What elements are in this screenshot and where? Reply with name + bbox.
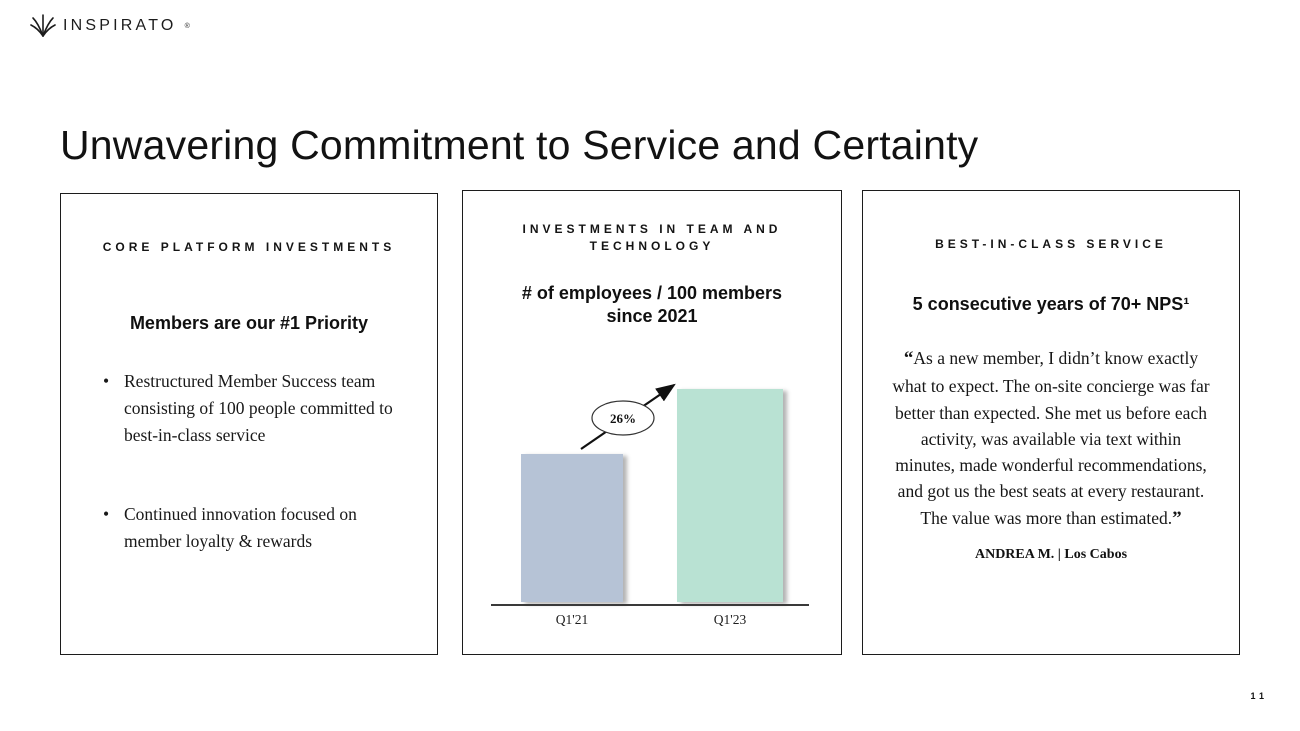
panel-header: INVESTMENTS IN TEAM AND TECHNOLOGY bbox=[522, 222, 782, 254]
member-quote: “As a new member, I didn’t know exactly … bbox=[863, 345, 1239, 533]
close-quote: ” bbox=[1172, 507, 1182, 529]
quote-text: As a new member, I didn’t know exactly w… bbox=[892, 347, 1210, 528]
bullet-item: Continued innovation focused on member l… bbox=[103, 501, 411, 555]
quote-attribution: ANDREA M. | Los Cabos bbox=[974, 547, 1128, 563]
open-quote: “ bbox=[903, 347, 914, 369]
brand-wordmark: INSPIRATO bbox=[63, 17, 177, 34]
chart-title: # of employees / 100 members since 2021 bbox=[521, 282, 783, 327]
registered-mark: ® bbox=[184, 22, 190, 30]
palmetto-icon bbox=[30, 14, 56, 37]
growth-annotation: 26% bbox=[580, 383, 676, 450]
page-number: 11 bbox=[1250, 691, 1268, 701]
panel-subtitle: 5 consecutive years of 70+ NPS¹ bbox=[912, 294, 1190, 315]
bullet-list: Restructured Member Success team consist… bbox=[61, 368, 437, 556]
inspirato-logo: INSPIRATO ® bbox=[30, 13, 190, 39]
slide-title: Unwavering Commitment to Service and Cer… bbox=[60, 122, 979, 169]
x-tick-label: Q1'23 bbox=[713, 612, 747, 627]
bar-q1-23 bbox=[677, 389, 783, 602]
growth-percent-label: 26% bbox=[610, 411, 636, 426]
annotation-bubble bbox=[591, 400, 655, 436]
panel-core-platform-investments: CORE PLATFORM INVESTMENTS Members are ou… bbox=[60, 193, 438, 655]
bullet-item: Restructured Member Success team consist… bbox=[103, 368, 411, 449]
growth-arrow bbox=[580, 383, 676, 450]
bar-q1-21 bbox=[521, 454, 623, 602]
panel-header: BEST-IN-CLASS SERVICE bbox=[935, 237, 1167, 251]
panel-investments-team-technology: INVESTMENTS IN TEAM AND TECHNOLOGY # of … bbox=[462, 190, 842, 655]
panel-best-in-class-service: BEST-IN-CLASS SERVICE 5 consecutive year… bbox=[862, 190, 1240, 655]
x-axis-line bbox=[491, 604, 809, 606]
panel-subtitle: Members are our #1 Priority bbox=[129, 313, 369, 334]
panel-header: CORE PLATFORM INVESTMENTS bbox=[102, 240, 396, 254]
x-tick-label: Q1'21 bbox=[555, 612, 589, 627]
